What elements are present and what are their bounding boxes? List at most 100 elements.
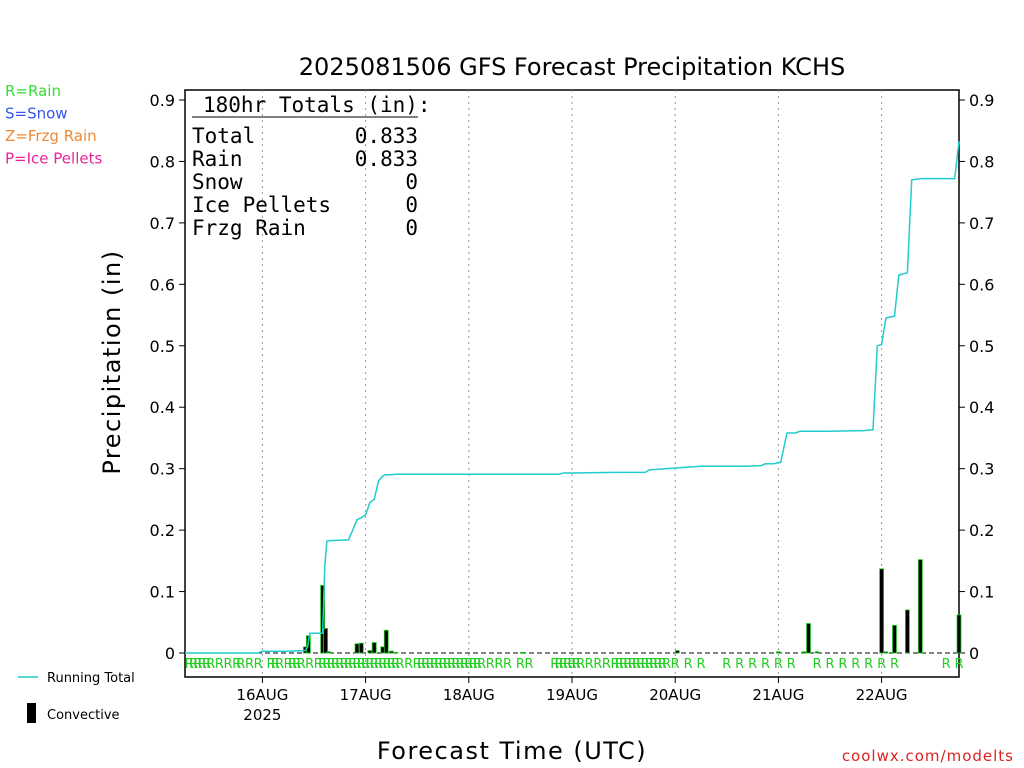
- y-tick-label-left: 0: [165, 644, 175, 663]
- totals-row-label: Ice Pellets: [192, 193, 331, 217]
- type-legend-item: Z=Frzg Rain: [5, 127, 97, 145]
- y-tick-label-left: 0.1: [150, 583, 175, 602]
- precip-bar: [520, 651, 525, 654]
- precip-type-marker: R: [189, 657, 198, 672]
- precip-type-marker: R: [735, 657, 744, 672]
- x-axis: 16AUG 2025 17AUG 18AUG 19AUG 20AUG 21AUG 22AUG: [236, 677, 908, 724]
- precip-type-marker: R: [486, 657, 495, 672]
- precip-type-marker: R: [748, 657, 757, 672]
- precip-type-marker: R: [395, 657, 404, 672]
- precip-type-marker: R: [653, 657, 662, 672]
- precip-type-marker: R: [619, 657, 628, 672]
- precip-type-marker: R: [460, 657, 469, 672]
- totals-row-label: Frzg Rain: [192, 216, 306, 240]
- precip-type-marker: R: [838, 657, 847, 672]
- precip-type-marker: R: [671, 657, 680, 672]
- site-credit: coolwx.com/modelts: [842, 747, 1014, 765]
- precip-type-marker: R: [559, 657, 568, 672]
- precip-type-marker: R: [494, 657, 503, 672]
- type-legend-item: P=Ice Pellets: [5, 150, 102, 168]
- precip-bar: [776, 651, 781, 654]
- precip-type-marker: R: [516, 657, 525, 672]
- day-gridlines: [261, 90, 883, 677]
- convective-legend-label: Convective: [47, 708, 120, 723]
- y-tick-label-left: 0.8: [150, 152, 175, 171]
- convective-bars: [302, 559, 962, 654]
- precip-type-marker: R: [615, 657, 624, 672]
- precip-type-marker: R: [632, 657, 641, 672]
- y-tick-label-right: 0.6: [969, 275, 994, 294]
- precip-type-marker: R: [193, 657, 202, 672]
- y-tick-label-right: 0.3: [969, 460, 994, 479]
- totals-row-value: 0: [405, 170, 418, 194]
- totals-rows: Total 0.833 Rain 0.833 Snow 0 Ice Pellets 0 Frzg…: [192, 124, 418, 240]
- x-tick-label: 19AUG: [546, 686, 598, 704]
- y-tick-label-right: 0.1: [969, 583, 994, 602]
- precip-type-marker: R: [335, 657, 344, 672]
- precip-type-marker: R: [383, 657, 392, 672]
- precip-type-marker: R: [451, 657, 460, 672]
- y-tick-label-right: 0.5: [969, 337, 994, 356]
- x-tick-label: 21AUG: [752, 686, 804, 704]
- precip-type-marker: R: [254, 657, 263, 672]
- precip-type-marker: R: [365, 657, 374, 672]
- precip-type-marker: R: [245, 657, 254, 672]
- precip-bar: [674, 650, 680, 654]
- precip-type-marker: R: [206, 657, 215, 672]
- y-tick-label-right: 0.8: [969, 152, 994, 171]
- precip-type-marker: R: [314, 657, 323, 672]
- precip-type-marker: R: [387, 657, 396, 672]
- precip-type-marker: R: [215, 657, 224, 672]
- precip-type-marker: R: [443, 657, 452, 672]
- precip-type-marker: R: [340, 657, 349, 672]
- precip-type-marker: R: [954, 657, 963, 672]
- x-tick-year-label: 2025: [243, 706, 281, 724]
- precip-type-marker: R: [438, 657, 447, 672]
- precip-type-marker: R: [572, 657, 581, 672]
- precip-type-marker: R: [464, 657, 473, 672]
- y-tick-label-left: 0.6: [150, 275, 175, 294]
- y-axis-right: 0 0.1 0.2 0.3 0.4 0.5 0.6 0.7 0.8 0.9: [959, 91, 994, 663]
- precip-type-marker: R: [877, 657, 886, 672]
- precip-bar: [354, 643, 360, 654]
- precip-type-marker: R: [421, 657, 430, 672]
- totals-row-value: 0.833: [355, 124, 418, 148]
- precip-bar: [806, 623, 811, 654]
- precip-type-marker: R: [602, 657, 611, 672]
- precip-type-marker: R: [378, 657, 387, 672]
- precip-type-marker: R: [232, 657, 241, 672]
- y-tick-label-left: 0.9: [150, 91, 175, 110]
- precip-type-marker: R: [851, 657, 860, 672]
- precip-type-marker: R: [684, 657, 693, 672]
- x-axis-label: Forecast Time (UTC): [377, 737, 647, 765]
- x-tick-label: 16AUG: [236, 686, 288, 704]
- precip-type-marker: R: [374, 657, 383, 672]
- precip-type-marker: R: [722, 657, 731, 672]
- precip-type-marker: R: [198, 657, 207, 672]
- precip-type-marker: R: [430, 657, 439, 672]
- precip-type-marker: R: [413, 657, 422, 672]
- precip-type-marker: R: [391, 657, 400, 672]
- convective-legend-swatch: [27, 703, 36, 723]
- precip-type-marker: R: [524, 657, 533, 672]
- precip-type-marker: R: [361, 657, 370, 672]
- precip-bar: [367, 650, 373, 654]
- y-tick-label-left: 0.2: [150, 521, 175, 540]
- precip-type-marker: R: [641, 657, 650, 672]
- precip-type-marker: R: [593, 657, 602, 672]
- y-tick-label-left: 0.4: [150, 398, 175, 417]
- precip-bar: [892, 624, 897, 654]
- precip-type-marker: R: [344, 657, 353, 672]
- totals-row-label: Snow: [192, 170, 243, 194]
- running-total-line: [185, 141, 960, 654]
- y-tick-label-left: 0.3: [150, 460, 175, 479]
- precip-type-marker: R: [825, 657, 834, 672]
- precip-type-marker: R: [662, 657, 671, 672]
- precip-type-marker: R: [576, 657, 585, 672]
- precip-type-marker: R: [645, 657, 654, 672]
- type-legend-item: R=Rain: [5, 82, 61, 100]
- precip-type-marker: R: [327, 657, 336, 672]
- totals-row-value: 0: [405, 193, 418, 217]
- precip-type-marker: R: [404, 657, 413, 672]
